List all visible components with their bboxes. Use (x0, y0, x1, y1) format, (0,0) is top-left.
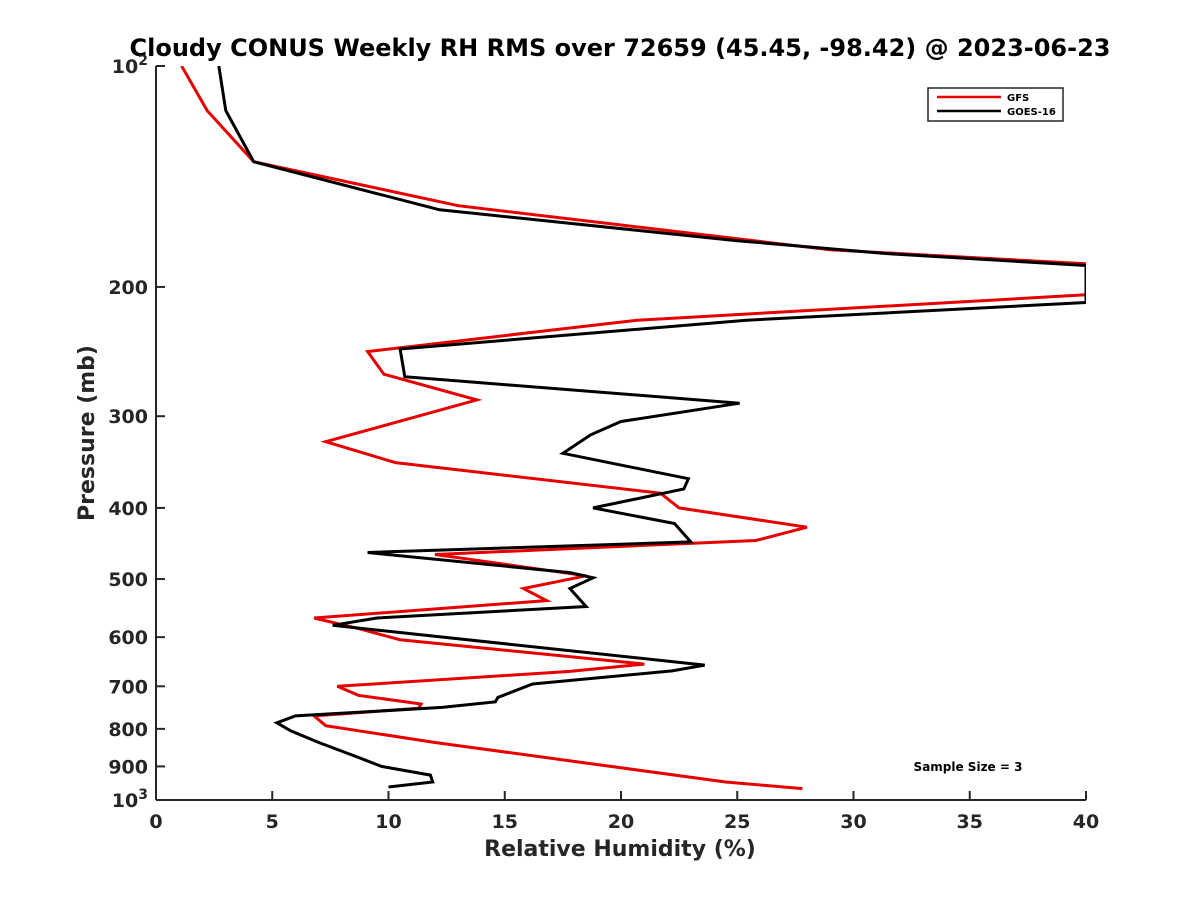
x-tick-label: 25 (724, 811, 750, 833)
x-tick-label: 10 (375, 811, 401, 833)
x-tick-label: 30 (840, 811, 866, 833)
x-tick-label: 5 (266, 811, 279, 833)
legend-label-gfs: GFS (1007, 93, 1029, 104)
legend-label-goes-16: GOES-16 (1007, 107, 1056, 118)
series-layer (180, 66, 1086, 791)
legend: GFS GOES-16 (927, 87, 1064, 122)
y-tick-label: 103 (112, 787, 148, 812)
sample-size-annotation: Sample Size = 3 (914, 760, 1023, 774)
legend-box (927, 87, 1064, 122)
chart-title: Cloudy CONUS Weekly RH RMS over 72659 (4… (130, 34, 1111, 62)
y-tick-label: 900 (108, 756, 148, 778)
y-tick-label: 200 (108, 277, 148, 299)
x-tick-label: 20 (608, 811, 634, 833)
y-tick-label: 102 (112, 53, 148, 78)
x-tick-label: 0 (149, 811, 162, 833)
axes-layer: 0 5 10 15 20 25 30 35 40 102 200 300 400 500 600 700 800… (108, 53, 1099, 833)
y-tick-label: 400 (108, 498, 148, 520)
y-tick-label: 700 (108, 676, 148, 698)
y-tick-label: 300 (108, 406, 148, 428)
y-tick-label: 500 (108, 569, 148, 591)
y-axis-label: Pressure (mb) (75, 345, 100, 521)
series-line-goes-16 (217, 66, 1086, 789)
y-tick-label: 800 (108, 719, 148, 741)
x-axis-label: Relative Humidity (%) (484, 837, 756, 862)
series-line-gfs (180, 66, 1086, 791)
y-tick-label: 600 (108, 627, 148, 649)
x-tick-label: 15 (492, 811, 518, 833)
x-tick-label: 35 (957, 811, 983, 833)
x-tick-label: 40 (1073, 811, 1099, 833)
